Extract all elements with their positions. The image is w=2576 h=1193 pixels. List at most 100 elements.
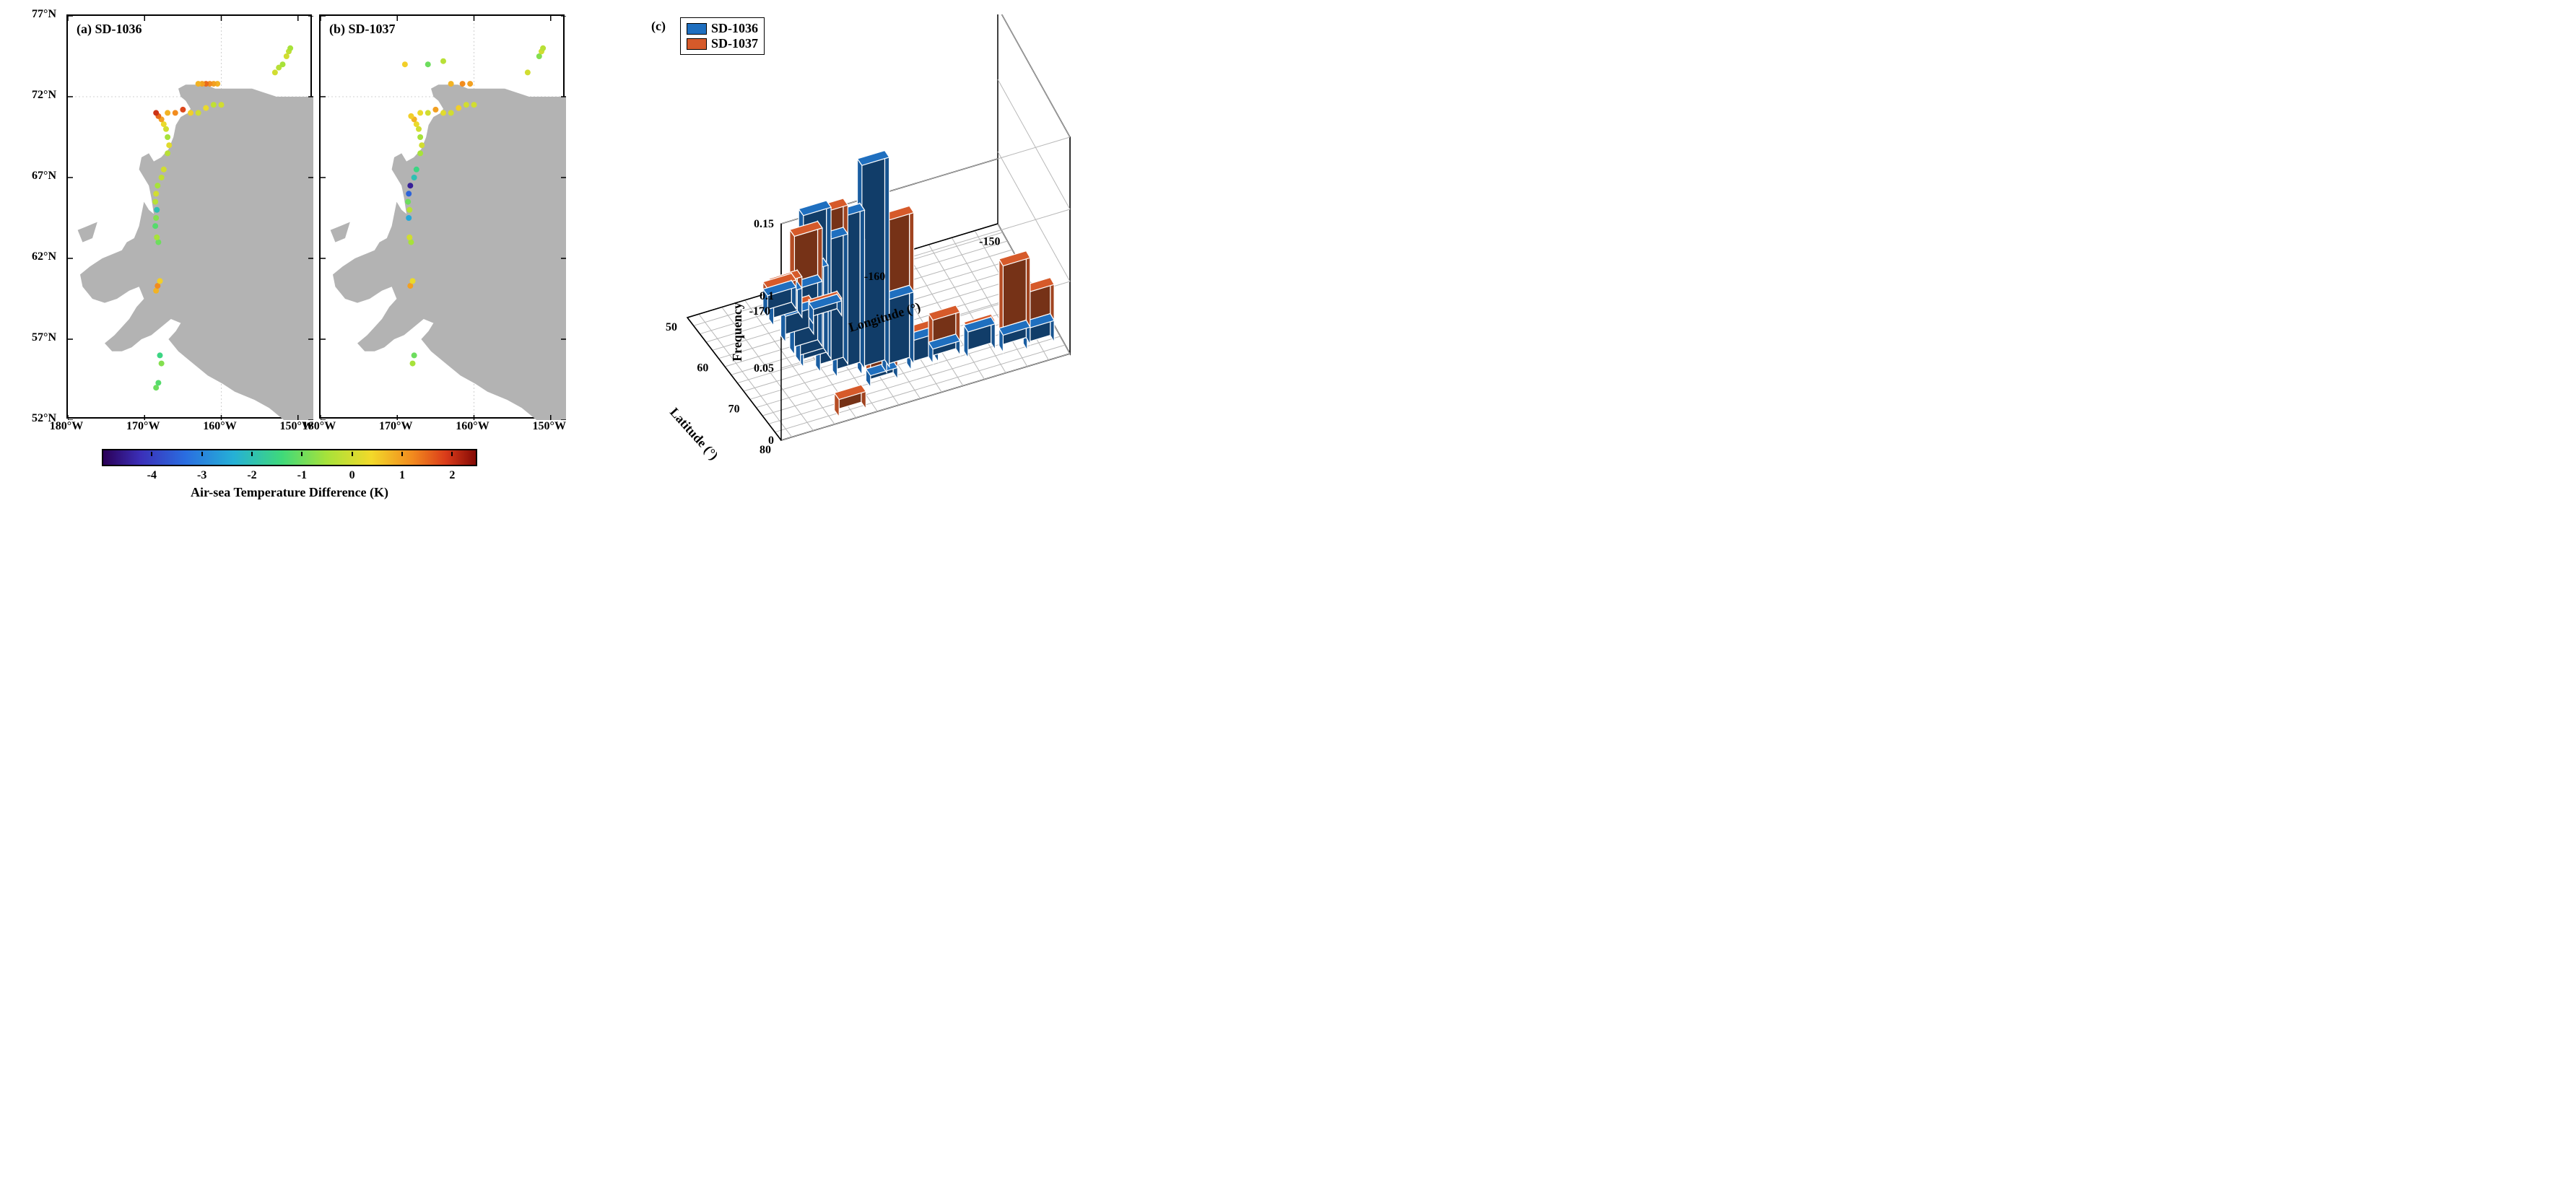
data-point bbox=[155, 380, 161, 385]
data-point bbox=[432, 107, 438, 113]
data-point bbox=[425, 61, 431, 67]
data-point bbox=[406, 235, 412, 240]
svg-text:Frequency: Frequency bbox=[730, 302, 744, 362]
legend-label: SD-1037 bbox=[711, 36, 758, 51]
data-point bbox=[153, 215, 159, 221]
svg-text:0.15: 0.15 bbox=[754, 218, 774, 230]
data-point bbox=[161, 167, 167, 172]
data-point bbox=[448, 81, 454, 87]
panel-c: (c) SD-1036SD-1037 00.050.10.1550607080-… bbox=[593, 14, 1113, 462]
colorbar-wrap: -4-3-2-1012 Air-sea Temperature Differen… bbox=[14, 449, 565, 500]
colorbar-tick-label: -2 bbox=[247, 469, 256, 482]
colorbar-tick-label: 1 bbox=[399, 469, 405, 482]
x-tick-label: 180°W bbox=[50, 420, 83, 433]
y-tick-label: 72°N bbox=[32, 89, 56, 102]
y-tick-label: 67°N bbox=[32, 170, 56, 183]
data-point bbox=[188, 110, 193, 115]
data-point bbox=[152, 199, 158, 205]
data-point bbox=[280, 61, 286, 67]
data-point bbox=[425, 110, 431, 115]
map-a-yaxis: 52°N57°N62°N67°N72°N77°N bbox=[14, 14, 59, 419]
map-svg bbox=[321, 16, 566, 420]
x-tick-label: 160°W bbox=[456, 420, 489, 433]
data-point bbox=[165, 150, 170, 156]
colorbar-tick-label: 2 bbox=[449, 469, 455, 482]
data-point bbox=[159, 361, 165, 367]
svg-text:-170: -170 bbox=[749, 305, 770, 318]
x-tick-label: 180°W bbox=[303, 420, 336, 433]
map-svg bbox=[68, 16, 313, 420]
panel-c-svg: 00.050.10.1550607080-170-160-150Frequenc… bbox=[593, 14, 1113, 462]
colorbar-tick-label: -1 bbox=[297, 469, 307, 482]
x-tick-label: 170°W bbox=[126, 420, 160, 433]
data-point bbox=[412, 175, 417, 180]
data-point bbox=[406, 191, 412, 196]
data-point bbox=[196, 110, 201, 115]
panel-c-label: (c) bbox=[651, 19, 666, 34]
data-point bbox=[407, 183, 413, 188]
data-point bbox=[464, 102, 469, 108]
data-point bbox=[410, 278, 416, 284]
data-point bbox=[405, 199, 411, 205]
maps-row: 52°N57°N62°N67°N72°N77°N (a) SD-1036 180… bbox=[14, 14, 565, 434]
legend-label: SD-1036 bbox=[711, 21, 758, 36]
legend-swatch bbox=[687, 38, 707, 50]
svg-text:70: 70 bbox=[728, 403, 740, 415]
legend: SD-1036SD-1037 bbox=[680, 17, 765, 55]
svg-text:50: 50 bbox=[666, 321, 677, 333]
data-point bbox=[157, 278, 163, 284]
data-point bbox=[155, 183, 160, 188]
data-point bbox=[211, 102, 217, 108]
data-point bbox=[440, 58, 446, 64]
svg-text:0.05: 0.05 bbox=[754, 362, 774, 375]
data-point bbox=[165, 110, 170, 115]
data-point bbox=[471, 102, 477, 108]
data-point bbox=[419, 142, 425, 148]
data-point bbox=[414, 167, 419, 172]
data-point bbox=[287, 45, 293, 51]
data-point bbox=[467, 81, 473, 87]
x-tick-label: 170°W bbox=[379, 420, 412, 433]
y-tick-label: 62°N bbox=[32, 250, 56, 263]
data-point bbox=[159, 175, 165, 180]
data-point bbox=[272, 69, 278, 75]
map-a-xaxis: 180°W170°W160°W150°W bbox=[66, 419, 312, 434]
x-tick-label: 160°W bbox=[203, 420, 236, 433]
svg-text:-160: -160 bbox=[864, 271, 885, 283]
colorbar-tick-label: -3 bbox=[197, 469, 206, 482]
landmass bbox=[78, 84, 313, 420]
map-b-xaxis: 180°W170°W160°W150°W bbox=[319, 419, 565, 434]
data-point bbox=[525, 69, 531, 75]
data-point bbox=[154, 207, 160, 213]
data-point bbox=[180, 107, 186, 113]
colorbar-ticks: -4-3-2-1012 bbox=[102, 469, 477, 484]
y-tick-label: 77°N bbox=[32, 8, 56, 21]
data-point bbox=[540, 45, 546, 51]
data-point bbox=[417, 150, 423, 156]
data-point bbox=[165, 134, 170, 140]
svg-text:-150: -150 bbox=[979, 236, 1000, 248]
maps-column: 52°N57°N62°N67°N72°N77°N (a) SD-1036 180… bbox=[14, 14, 565, 500]
data-point bbox=[448, 110, 454, 115]
svg-text:80: 80 bbox=[760, 444, 771, 456]
data-point bbox=[219, 102, 225, 108]
data-point bbox=[412, 352, 417, 358]
map-panel-a: (a) SD-1036 bbox=[66, 14, 312, 419]
landmass bbox=[331, 84, 566, 420]
data-point bbox=[152, 223, 158, 229]
colorbar-tick-label: -4 bbox=[147, 469, 157, 482]
data-point bbox=[440, 110, 446, 115]
data-point bbox=[157, 352, 163, 358]
legend-row: SD-1037 bbox=[687, 36, 758, 51]
data-point bbox=[460, 81, 466, 87]
panel-a-label: (a) SD-1036 bbox=[77, 22, 142, 37]
data-point bbox=[173, 110, 178, 115]
map-panel-b: (b) SD-1037 bbox=[319, 14, 565, 419]
y-tick-label: 57°N bbox=[32, 331, 56, 344]
svg-text:60: 60 bbox=[697, 362, 708, 375]
x-tick-label: 150°W bbox=[533, 420, 566, 433]
panel-b-label: (b) SD-1037 bbox=[329, 22, 396, 37]
svg-text:Latitude (°): Latitude (°) bbox=[666, 405, 721, 462]
data-point bbox=[408, 113, 414, 119]
data-point bbox=[402, 61, 408, 67]
